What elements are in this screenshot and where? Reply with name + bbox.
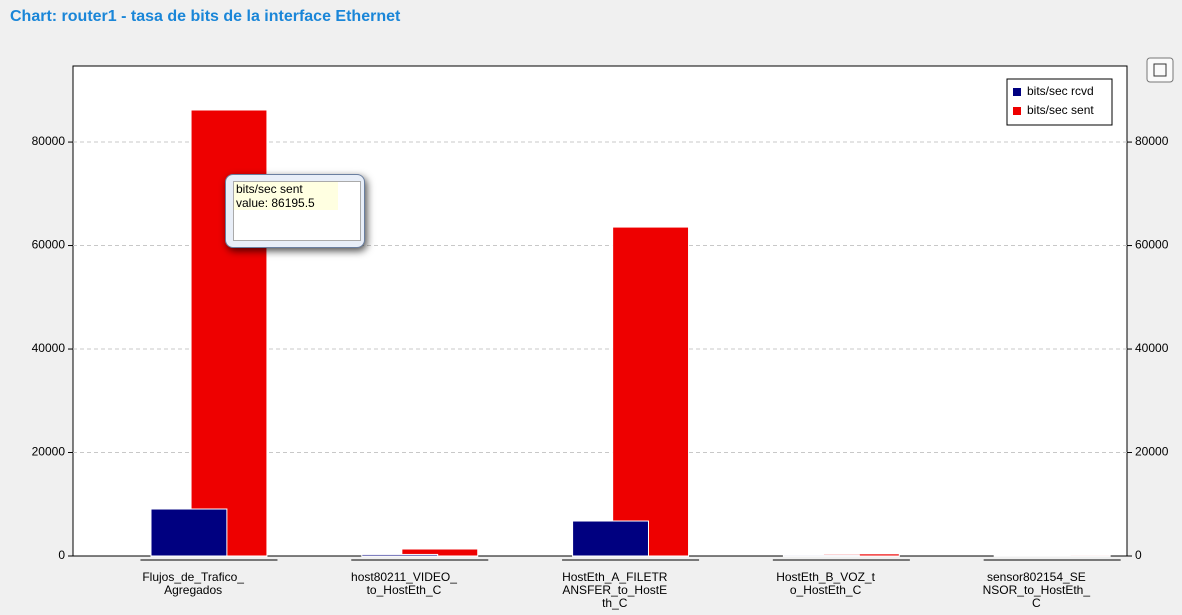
y2-tick-label: 80000 <box>1135 134 1169 148</box>
y2-tick-label: 0 <box>1135 548 1142 562</box>
y-tick-label: 20000 <box>32 445 66 459</box>
tooltip-body: bits/sec sent value: 86195.5 <box>233 181 361 241</box>
y2-tick-label: 60000 <box>1135 238 1169 252</box>
tooltip-series: bits/sec sent <box>234 182 338 196</box>
x-tick-label: HostEth_A_FILETR ANSFER_to_HostE th_C <box>562 570 668 610</box>
y-tick-label: 80000 <box>32 134 66 148</box>
bar <box>361 553 439 557</box>
tooltip-value: value: 86195.5 <box>234 196 338 210</box>
legend-label: bits/sec rcvd <box>1027 84 1094 98</box>
legend-swatch <box>1013 88 1021 96</box>
chart-title: Chart: router1 - tasa de bits de la inte… <box>10 8 401 25</box>
tooltip: bits/sec sent value: 86195.5 <box>225 174 365 248</box>
y2-tick-label: 20000 <box>1135 445 1169 459</box>
legend <box>1006 78 1113 126</box>
bar <box>401 548 479 557</box>
legend-swatch <box>1013 107 1021 115</box>
x-tick-label: host80211_VIDEO_ to_HostEth_C <box>351 570 457 597</box>
y-tick-label: 60000 <box>32 238 66 252</box>
x-tick-label: sensor802154_SE NSOR_to_HostEth_ C <box>982 570 1091 610</box>
x-tick-label: HostEth_B_VOZ_t o_HostEth_C <box>776 570 875 597</box>
bar <box>993 554 1071 557</box>
bar <box>150 508 228 557</box>
legend-label: bits/sec sent <box>1027 103 1094 117</box>
bar <box>782 554 860 557</box>
y2-tick-label: 40000 <box>1135 341 1169 355</box>
legend-toggle[interactable] <box>1146 57 1174 83</box>
x-tick-label: Flujos_de_Trafico_ Agregados <box>142 570 244 597</box>
legend-toggle-icon <box>1153 63 1167 77</box>
y-tick-label: 0 <box>58 548 65 562</box>
bar <box>612 226 690 557</box>
bar <box>572 520 649 557</box>
y-tick-label: 40000 <box>32 341 66 355</box>
